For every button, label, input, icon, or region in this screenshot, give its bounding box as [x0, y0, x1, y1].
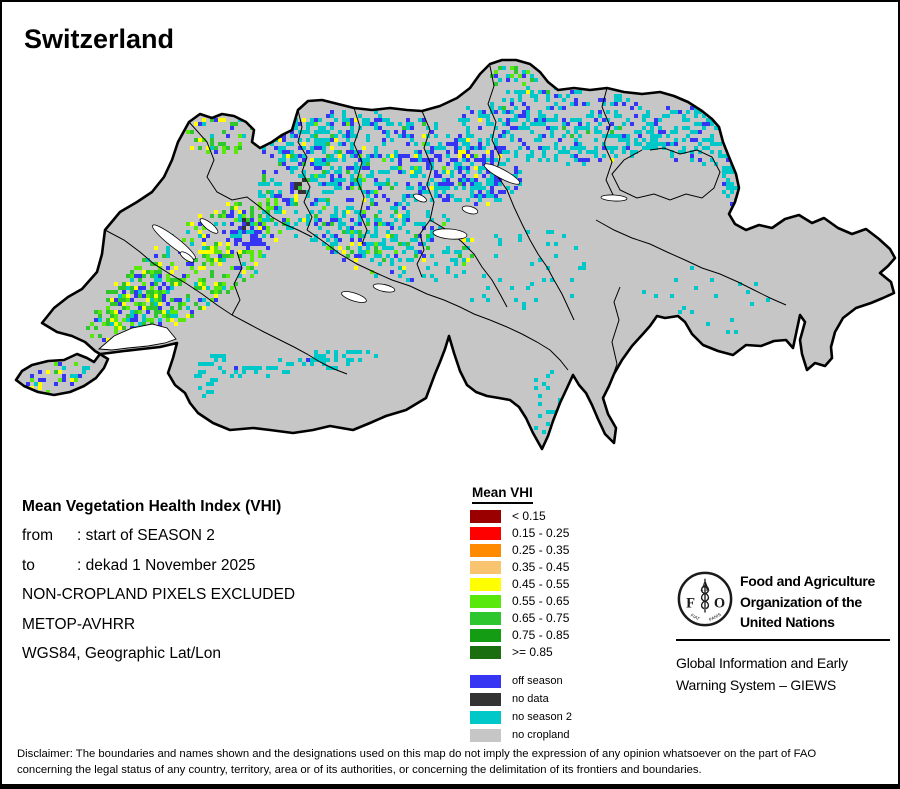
- legend-label: off season: [512, 675, 563, 687]
- info-line-text: METOP-AVHRR: [22, 615, 136, 633]
- legend-swatch: [470, 675, 501, 688]
- legend-label: no cropland: [512, 729, 570, 741]
- info-line-text: Mean Vegetation Health Index (VHI): [22, 498, 282, 515]
- info-line-text: NON-CROPLAND PIXELS EXCLUDED: [22, 586, 296, 604]
- legend-label: 0.35 - 0.45: [512, 560, 570, 574]
- legend-swatch: [470, 544, 501, 557]
- fao-org-line: Organization of the: [740, 593, 862, 610]
- info-line: WGS84, Geographic Lat/Lon: [22, 645, 295, 674]
- svg-text:F: F: [686, 596, 695, 612]
- fao-logo-icon: A F O FIAT PANIS: [677, 571, 733, 627]
- svg-text:O: O: [714, 596, 725, 612]
- fao-org-line: Food and Agriculture: [740, 573, 876, 589]
- info-line-text: : dekad 1 November 2025: [77, 556, 256, 574]
- disclaimer-line: concerning the legal status of any count…: [17, 764, 702, 776]
- info-line: to : dekad 1 November 2025: [22, 557, 295, 586]
- legend-swatch: [470, 693, 501, 706]
- info-line: Mean Vegetation Health Index (VHI): [22, 498, 295, 527]
- svg-text:PANIS: PANIS: [708, 612, 722, 623]
- legend-label: no season 2: [512, 711, 572, 723]
- fao-divider: [676, 639, 890, 641]
- info-line-label: to: [22, 556, 35, 574]
- legend-label: 0.45 - 0.55: [512, 577, 570, 591]
- giews-line: Global Information and Early: [676, 655, 848, 671]
- legend-swatch: [470, 729, 501, 742]
- legend-swatch: [470, 510, 501, 523]
- info-block: Mean Vegetation Health Index (VHI) from : …: [22, 498, 295, 674]
- info-line-text: : start of SEASON 2: [77, 527, 215, 545]
- legend-title: Mean VHI: [472, 485, 533, 504]
- legend-swatch: [470, 646, 501, 659]
- info-line: NON-CROPLAND PIXELS EXCLUDED: [22, 586, 295, 615]
- legend-swatch: [470, 595, 501, 608]
- legend-label: >= 0.85: [512, 645, 553, 659]
- legend-label: 0.75 - 0.85: [512, 628, 570, 642]
- legend-label: 0.25 - 0.35: [512, 543, 570, 557]
- svg-text:FIAT: FIAT: [690, 613, 701, 622]
- giews-name: Global Information and Early Warning Syst…: [676, 652, 848, 696]
- legend-swatch: [470, 561, 501, 574]
- legend-label: < 0.15: [512, 509, 546, 523]
- legend-label: 0.15 - 0.25: [512, 526, 570, 540]
- legend-label: 0.65 - 0.75: [512, 611, 570, 625]
- giews-line: Warning System – GIEWS: [676, 677, 837, 693]
- legend-swatch: [470, 527, 501, 540]
- info-line-text: WGS84, Geographic Lat/Lon: [22, 644, 222, 662]
- legend-swatch: [470, 612, 501, 625]
- info-line-label: from: [22, 527, 53, 545]
- disclaimer-line: Disclaimer: The boundaries and names sho…: [17, 748, 817, 760]
- fao-org-name: Food and Agriculture Organization of the U…: [740, 571, 875, 633]
- disclaimer-text: Disclaimer: The boundaries and names sho…: [17, 746, 816, 778]
- legend-label: 0.55 - 0.65: [512, 594, 570, 608]
- info-line: from : start of SEASON 2: [22, 527, 295, 556]
- legend-label: no data: [512, 693, 549, 705]
- legend-swatch: [470, 711, 501, 724]
- legend-swatch: [470, 578, 501, 591]
- fao-org-line: United Nations: [740, 614, 835, 630]
- info-line: METOP-AVHRR: [22, 616, 295, 645]
- legend-swatch: [470, 629, 501, 642]
- page-title: Switzerland: [24, 24, 175, 54]
